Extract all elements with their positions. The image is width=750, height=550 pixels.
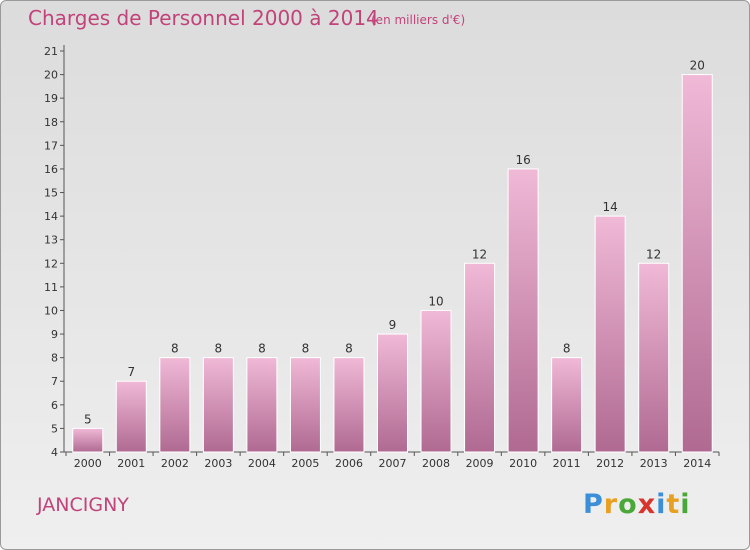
bar bbox=[551, 357, 583, 453]
y-tick-label: 17 bbox=[44, 139, 58, 152]
y-tick-label: 16 bbox=[44, 163, 58, 176]
bar bbox=[72, 427, 104, 453]
y-tick-label: 20 bbox=[44, 69, 58, 82]
labels: 5 2000 7 2001 8 2002 8 2003 8 2004 8 2005 8 2006 9 2007… bbox=[74, 59, 711, 470]
bar-value-label: 12 bbox=[472, 247, 487, 261]
logo-letter: x bbox=[637, 489, 657, 520]
y-tick-label: 12 bbox=[44, 257, 58, 270]
bar bbox=[159, 357, 191, 453]
y-tick-label: 4 bbox=[51, 446, 58, 459]
bar bbox=[377, 333, 408, 453]
bar-value-label: 12 bbox=[646, 247, 661, 261]
bar-value-label: 9 bbox=[389, 318, 397, 332]
x-tick-label: 2008 bbox=[422, 457, 450, 470]
x-tick-label: 2007 bbox=[379, 457, 407, 470]
bar-value-label: 5 bbox=[84, 412, 92, 426]
y-tick-label: 13 bbox=[44, 234, 58, 247]
bar-value-label: 8 bbox=[345, 342, 353, 356]
bar bbox=[289, 357, 321, 453]
y-tick-label: 5 bbox=[51, 422, 58, 435]
y-tick-label: 7 bbox=[51, 375, 58, 388]
x-tick-label: 2002 bbox=[161, 457, 189, 470]
y-tick-label: 10 bbox=[44, 304, 58, 317]
y-tick-label: 18 bbox=[44, 116, 58, 129]
y-tick-label: 15 bbox=[44, 187, 58, 200]
x-tick-label: 2012 bbox=[596, 457, 624, 470]
x-tick-label: 2006 bbox=[335, 457, 363, 470]
x-tick-label: 2011 bbox=[553, 457, 581, 470]
x-tick-label: 2013 bbox=[640, 457, 668, 470]
y-tick-label: 8 bbox=[51, 352, 58, 365]
chart-unit: (en milliers d'€) bbox=[371, 13, 466, 27]
bar-value-label: 8 bbox=[171, 342, 179, 356]
y-tick-label: 19 bbox=[44, 92, 58, 105]
bar bbox=[507, 168, 539, 453]
x-tick-label: 2010 bbox=[509, 457, 537, 470]
y-tick-label: 11 bbox=[44, 281, 58, 294]
x-tick-label: 2004 bbox=[248, 457, 276, 470]
bar-value-label: 8 bbox=[215, 342, 223, 356]
logo-letter: o bbox=[618, 489, 638, 520]
bar-value-label: 8 bbox=[258, 342, 266, 356]
y-tick-label: 14 bbox=[44, 210, 58, 223]
x-tick-label: 2001 bbox=[117, 457, 145, 470]
x-tick-label: 2000 bbox=[74, 457, 102, 470]
bar bbox=[333, 357, 365, 453]
bar-value-label: 7 bbox=[127, 365, 135, 379]
bar bbox=[681, 74, 713, 453]
logo-letter: i bbox=[656, 489, 667, 520]
bar bbox=[246, 357, 278, 453]
logo-letter: i bbox=[680, 489, 691, 520]
bar-value-label: 10 bbox=[428, 294, 443, 308]
y-tick-label: 6 bbox=[51, 399, 58, 412]
logo-letter: t bbox=[666, 489, 681, 520]
bar bbox=[202, 357, 234, 453]
bar bbox=[115, 380, 147, 453]
y-tick-label: 9 bbox=[51, 328, 58, 341]
x-tick-label: 2009 bbox=[466, 457, 494, 470]
bar-value-label: 8 bbox=[302, 342, 310, 356]
bar-value-label: 16 bbox=[515, 153, 530, 167]
commune-name: JANCIGNY bbox=[37, 494, 129, 516]
bars bbox=[72, 74, 713, 453]
bar bbox=[638, 262, 670, 453]
x-tick-label: 2003 bbox=[204, 457, 232, 470]
bar bbox=[420, 309, 452, 453]
bar bbox=[594, 215, 626, 453]
bar-value-label: 8 bbox=[563, 342, 571, 356]
logo-letter: r bbox=[603, 489, 619, 520]
x-tick-label: 2005 bbox=[291, 457, 319, 470]
bar-value-label: 20 bbox=[690, 59, 705, 73]
proxiti-logo: Proxiti bbox=[583, 489, 691, 520]
x-tick-label: 2014 bbox=[683, 457, 711, 470]
y-tick-label: 21 bbox=[44, 45, 58, 58]
bar-value-label: 14 bbox=[603, 200, 618, 214]
logo-letter: P bbox=[583, 489, 604, 520]
chart-title: Charges de Personnel 2000 à 2014 bbox=[28, 6, 379, 30]
bar bbox=[464, 262, 496, 453]
